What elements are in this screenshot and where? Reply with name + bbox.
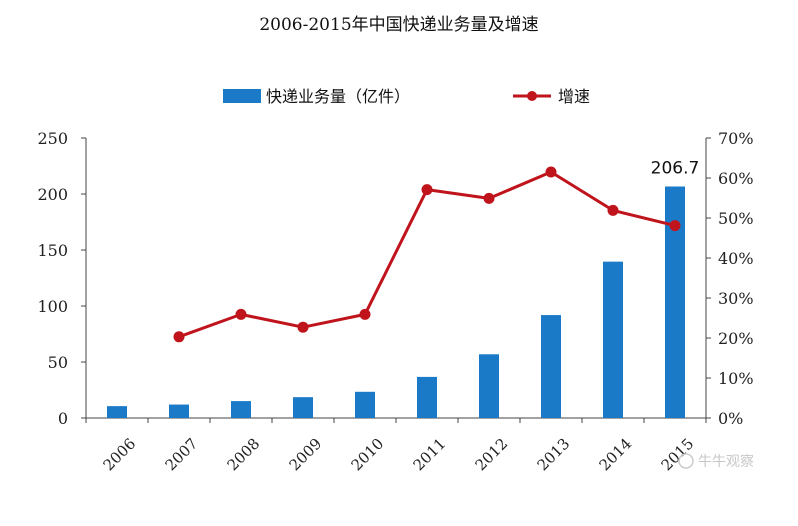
x-tick-label: 2010	[348, 435, 388, 475]
x-tick-label: 2015	[658, 435, 698, 475]
line-point	[297, 321, 309, 333]
bar	[231, 401, 251, 418]
bar	[417, 376, 437, 418]
bar	[665, 186, 685, 418]
watermark-text: 牛牛观察	[698, 453, 754, 470]
chart-title: 2006-2015年中国快递业务量及增速	[259, 15, 538, 35]
legend-bar-swatch	[223, 89, 261, 103]
line-point	[421, 184, 433, 196]
left-tick-label: 250	[37, 129, 68, 148]
legend-line-marker	[527, 91, 537, 101]
right-tick-label: 30%	[718, 289, 754, 308]
legend: 快递业务量（亿件） 增速	[223, 87, 590, 106]
right-tick-label: 40%	[718, 249, 754, 268]
line-point	[545, 166, 557, 178]
line-point	[173, 331, 185, 343]
line-point	[359, 308, 371, 320]
x-tick-label: 2014	[596, 435, 636, 475]
line-point	[669, 220, 681, 232]
left-tick-label: 50	[48, 353, 68, 372]
right-tick-label: 0%	[718, 409, 743, 428]
x-tick-label: 2006	[100, 435, 140, 475]
bar	[107, 406, 127, 418]
right-tick-label: 10%	[718, 369, 754, 388]
bar	[603, 261, 623, 418]
x-tick-label: 2013	[534, 435, 574, 475]
bar-data-label: 206.7	[651, 158, 700, 178]
line-point	[483, 192, 495, 204]
axes: 0 50 100 150 200 250 0% 10% 20% 30% 40% 50% 60% 70% 20…	[37, 129, 753, 474]
legend-bar-label: 快递业务量（亿件）	[266, 87, 410, 106]
x-tick-label: 2007	[162, 435, 202, 475]
x-tick-label: 2009	[286, 435, 326, 475]
bar	[479, 354, 499, 418]
data-labels: 206.7	[651, 158, 700, 178]
right-tick-label: 50%	[718, 209, 754, 228]
right-tick-label: 20%	[718, 329, 754, 348]
right-tick-label: 60%	[718, 169, 754, 188]
line-series	[173, 166, 681, 343]
left-tick-label: 100	[37, 297, 68, 316]
x-tick-label: 2012	[472, 435, 512, 475]
left-tick-label: 0	[58, 409, 68, 428]
bar-series	[107, 186, 685, 418]
line-point	[607, 204, 619, 216]
x-tick-label: 2011	[410, 435, 450, 475]
legend-line-label: 增速	[558, 87, 590, 106]
left-tick-label: 200	[37, 185, 68, 204]
bar	[541, 315, 561, 418]
watermark-icon	[678, 453, 694, 469]
right-tick-label: 70%	[718, 129, 754, 148]
growth-line	[178, 170, 676, 339]
line-point	[235, 308, 247, 320]
bar	[293, 397, 313, 418]
bar	[355, 391, 375, 418]
x-tick-label: 2008	[224, 435, 264, 475]
bar	[169, 404, 189, 418]
left-tick-label: 150	[37, 241, 68, 260]
